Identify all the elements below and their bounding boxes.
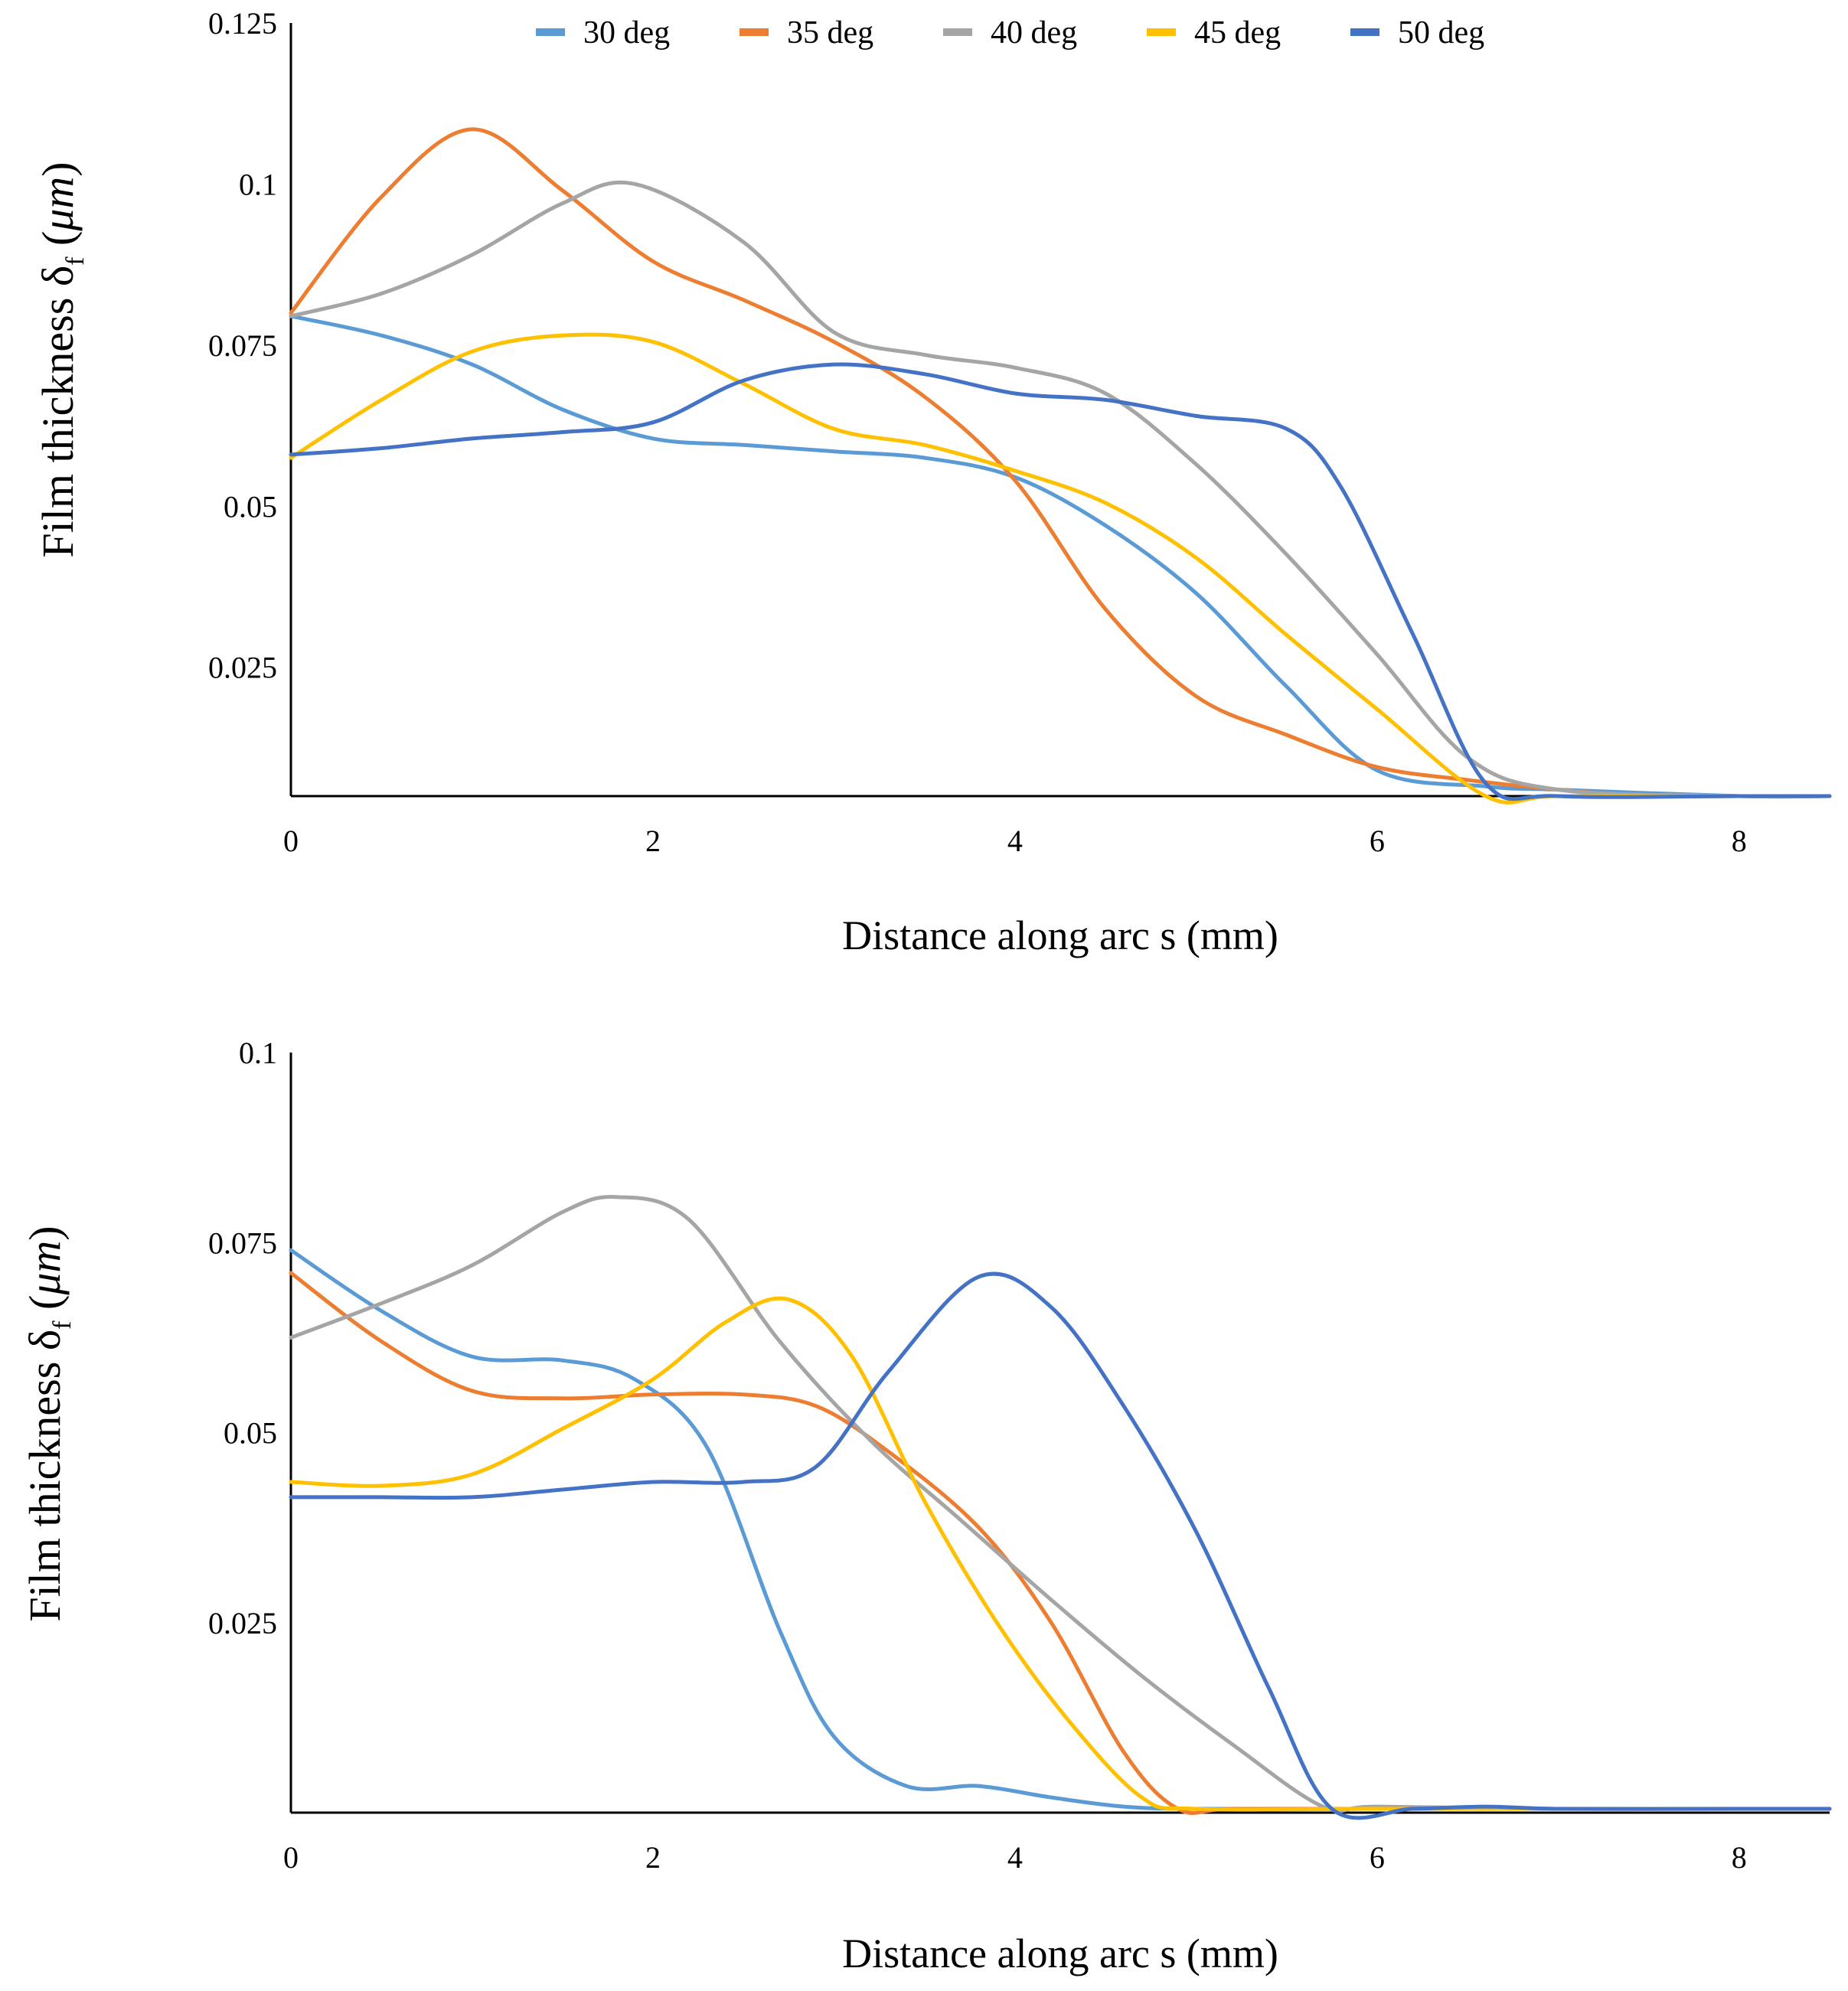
y-axis-title-subscript: f (48, 1320, 77, 1330)
y-tick-label: 0.1 (239, 167, 277, 201)
y-tick-label: 0.125 (208, 6, 277, 41)
y-axis-title-unit: μm (20, 1241, 70, 1296)
y-axis-title-main: Film thickness δ (20, 1330, 70, 1622)
x-tick-label: 2 (645, 824, 661, 858)
y-axis-title-paren-open: ( (20, 1295, 70, 1321)
series-group (289, 1194, 1832, 1820)
y-axis-title-subscript: f (61, 256, 90, 266)
series-line-35-deg (289, 127, 1832, 799)
legend-item-40-deg: 40 deg (943, 15, 1077, 51)
y-axis-title: Film thickness δf (μm) (20, 1226, 77, 1621)
series-line-40-deg (289, 1194, 1832, 1813)
chart-bottom: 0.025 0.05 0.075 0.1 0 2 4 6 8 Distance along arc… (20, 1036, 1832, 1976)
legend-label: 45 deg (1194, 15, 1281, 51)
x-tick-label: 6 (1370, 1840, 1385, 1875)
x-tick-label: 8 (1732, 824, 1747, 858)
series-group (289, 127, 1832, 805)
chart-top: 0.025 0.05 0.075 0.1 0.125 0 2 4 6 8 Distance alon… (33, 6, 1832, 958)
legend-item-45-deg: 45 deg (1147, 15, 1281, 51)
x-tick-label: 2 (645, 1840, 661, 1875)
y-tick-label: 0.05 (224, 489, 277, 524)
y-tick-label: 0.1 (239, 1036, 277, 1070)
x-tick-label: 6 (1370, 824, 1385, 858)
y-axis-title-paren-close: ) (33, 162, 83, 176)
series-line-45-deg (289, 332, 1832, 805)
y-tick-label: 0.075 (208, 1226, 277, 1260)
y-tick-label: 0.05 (224, 1416, 277, 1451)
x-tick-label: 8 (1732, 1840, 1747, 1875)
y-axis-title-unit: μm (33, 177, 83, 232)
series-line-40-deg (289, 180, 1832, 799)
series-line-35-deg (289, 1271, 1832, 1815)
legend-label: 30 deg (583, 15, 670, 51)
y-axis-title-paren-open: ( (33, 231, 83, 257)
legend-item-30-deg: 30 deg (536, 15, 670, 51)
x-tick-label: 0 (283, 1840, 299, 1875)
series-line-30-deg (289, 314, 1832, 799)
y-tick-label: 0.075 (208, 328, 277, 363)
x-tick-label: 4 (1007, 1840, 1023, 1875)
series-line-45-deg (289, 1296, 1832, 1812)
x-axis-title: Distance along arc s (mm) (842, 912, 1278, 958)
y-tick-label: 0.025 (208, 651, 277, 685)
series-line-50-deg (289, 1271, 1832, 1820)
y-axis-title: Film thickness δf (μm) (33, 162, 90, 557)
x-axis-title: Distance along arc s (mm) (842, 1931, 1278, 1976)
legend: 30 deg 35 deg 40 deg 45 deg 50 deg (536, 15, 1484, 51)
y-axis-title-main: Film thickness δ (33, 266, 83, 558)
legend-label: 50 deg (1398, 15, 1484, 51)
series-line-30-deg (289, 1248, 1832, 1811)
legend-item-35-deg: 35 deg (740, 15, 873, 51)
legend-item-50-deg: 50 deg (1350, 15, 1484, 51)
series-line-50-deg (289, 362, 1832, 801)
legend-label: 35 deg (787, 15, 873, 51)
x-tick-label: 4 (1007, 824, 1023, 858)
y-axis-title-paren-close: ) (20, 1226, 70, 1240)
x-tick-label: 0 (283, 824, 299, 858)
y-tick-label: 0.025 (208, 1606, 277, 1640)
legend-label: 40 deg (991, 15, 1077, 51)
